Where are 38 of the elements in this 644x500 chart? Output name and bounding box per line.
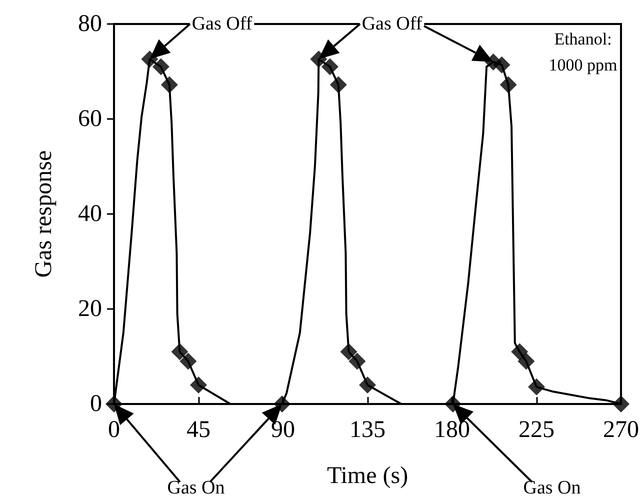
point	[500, 76, 517, 94]
x-tick-label: 45	[186, 417, 210, 443]
x-tick-label: 135	[350, 417, 386, 443]
annotation: Gas Off	[192, 14, 253, 34]
point	[330, 76, 347, 94]
x-tick-label: 90	[271, 417, 295, 443]
x-tick-label: 270	[603, 417, 639, 443]
y-tick-label: 40	[78, 201, 102, 227]
point	[171, 343, 188, 360]
point	[190, 376, 207, 394]
point	[180, 352, 197, 370]
y-tick-label: 20	[78, 296, 102, 322]
point	[106, 396, 122, 412]
point	[321, 58, 338, 76]
annotation: Gas Off	[362, 14, 423, 34]
x-axis-title: Time (s)	[326, 463, 408, 489]
point	[152, 58, 170, 76]
point	[359, 376, 376, 394]
point	[274, 396, 291, 412]
x-tick-label: 180	[434, 417, 470, 443]
y-tick-label: 80	[78, 11, 102, 37]
x-tick-label: 0	[108, 417, 120, 443]
point	[340, 343, 358, 360]
point	[528, 378, 545, 396]
text: Gas On	[167, 478, 226, 498]
point	[612, 396, 630, 412]
point	[493, 56, 510, 74]
y-tick-label: 60	[78, 106, 102, 132]
text: Gas On	[523, 478, 582, 498]
y-tick-label: 0	[90, 391, 102, 417]
point	[511, 343, 528, 360]
annotation: Ethanol: 1000 ppm	[548, 30, 618, 74]
x-tick-label: 225	[518, 417, 554, 443]
point	[348, 352, 366, 370]
point	[518, 352, 535, 370]
point	[160, 76, 178, 94]
point	[444, 396, 462, 412]
y-axis-title: Gas response	[31, 150, 57, 278]
